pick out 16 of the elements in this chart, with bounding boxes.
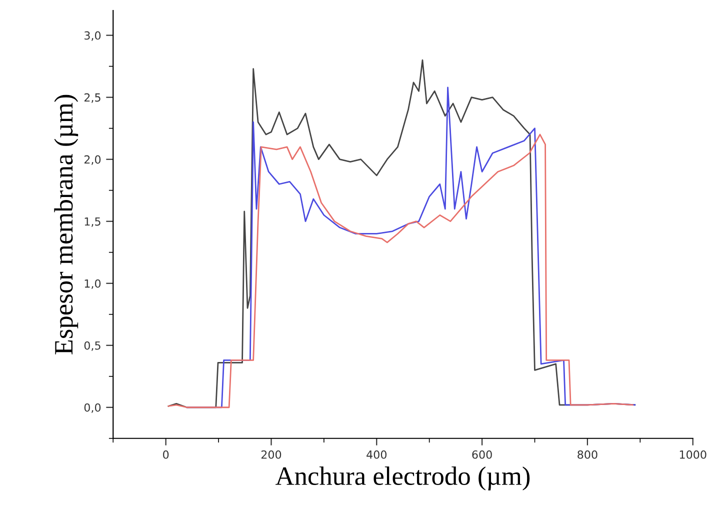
y-tick-label: 3,0 [84,31,101,41]
y-tick-label: 2,5 [84,93,100,103]
y-tick-label: 2,0 [84,155,101,165]
x-tick-label: 0 [163,450,169,459]
x-axis-title: Anchura electrodo (µm) [275,466,530,490]
y-tick-label: 0,5 [84,341,100,351]
line-series [168,134,634,408]
y-tick-label: 1,0 [84,279,101,289]
x-tick-label: 400 [366,450,387,459]
x-tick-label: 1000 [680,450,706,459]
y-tick-label: 0,0 [84,403,101,413]
x-tick-label: 800 [578,450,598,459]
y-tick-label: 1,5 [84,217,100,227]
x-tick-label: 200 [261,450,282,459]
x-tick-label: 600 [472,450,492,459]
y-axis-title: Espesor membrana (µm) [54,94,78,354]
